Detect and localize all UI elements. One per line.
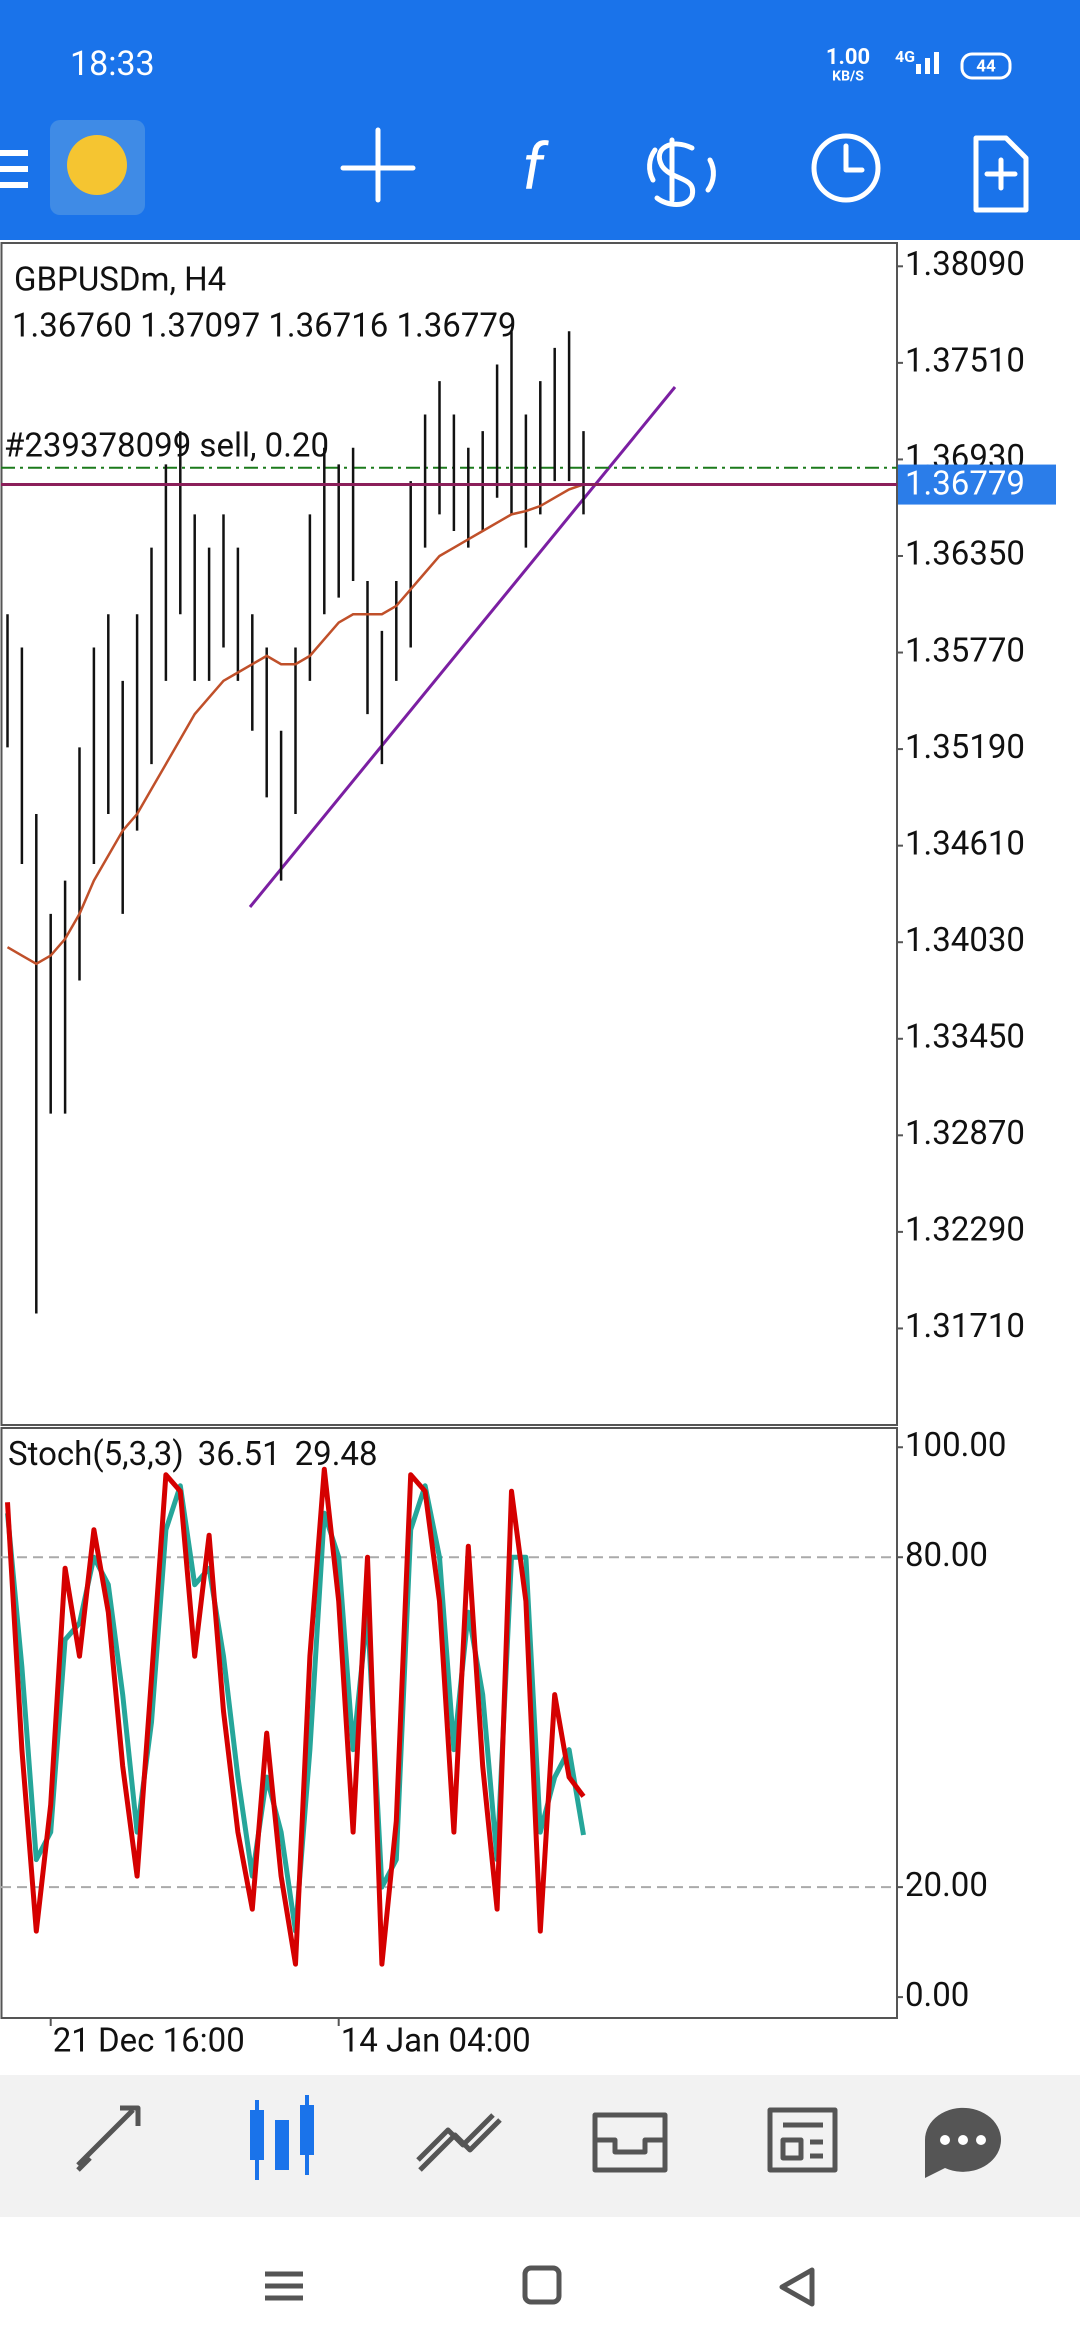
- y-tick-label: 1.32870: [905, 1114, 1025, 1153]
- y-tick-label: 80.00: [905, 1536, 988, 1575]
- y-tick-label: 1.34610: [905, 824, 1025, 863]
- net-speed-unit: KB/S: [832, 69, 864, 85]
- clock: 18:33: [70, 44, 155, 84]
- bid-box: [898, 464, 1056, 505]
- crosshair-button[interactable]: [340, 127, 416, 203]
- y-tick-label: 1.32290: [905, 1211, 1025, 1250]
- system-nav: [265, 2265, 815, 2307]
- menu-button[interactable]: [0, 150, 28, 188]
- x-tick-label: 14 Jan 04:00: [341, 2022, 531, 2061]
- y-tick-label: 1.37510: [905, 342, 1025, 381]
- stoch-header: Stoch(5,3,3) 36.51 29.48: [8, 1435, 378, 1474]
- battery-level: 44: [976, 56, 996, 76]
- charts-tab[interactable]: [250, 2095, 314, 2180]
- bottom-nav: [0, 2075, 1080, 2217]
- y-tick-label: 1.35190: [905, 728, 1025, 767]
- trade-button[interactable]: [647, 137, 716, 207]
- network-type: 4G: [895, 47, 915, 66]
- chart-title: GBPUSDm, H4: [14, 261, 226, 300]
- new-chart-button[interactable]: [973, 135, 1029, 213]
- order-label: #239378099 sell, 0.20: [4, 426, 329, 465]
- timeframe-button[interactable]: [811, 133, 881, 203]
- y-tick-label: 1.34030: [905, 921, 1025, 960]
- y-tick-label: 1.38090: [905, 245, 1025, 284]
- y-tick-label: 20.00: [905, 1866, 988, 1905]
- y-tick-label: 1.31710: [905, 1307, 1025, 1346]
- price-panel: [0, 242, 898, 1426]
- stoch-title: Stoch(5,3,3): [8, 1435, 184, 1474]
- ohlc-values: 1.36760 1.37097 1.36716 1.36779: [12, 307, 516, 346]
- y-tick-label: 100.00: [905, 1426, 1006, 1465]
- quotes-tab[interactable]: [76, 2105, 141, 2172]
- stoch-line: [5, 1466, 586, 1967]
- y-tick-label: 1.35770: [905, 631, 1025, 670]
- trend-line: [248, 386, 677, 908]
- trade-tab[interactable]: [416, 2113, 502, 2172]
- app-bar: [0, 0, 1080, 240]
- stoch-main-value: 36.51: [198, 1435, 281, 1474]
- bid-label: 1.36779: [905, 464, 1025, 503]
- signal-icon: [916, 52, 939, 74]
- net-speed: 1.00: [826, 45, 870, 70]
- battery-icon: [960, 52, 1012, 80]
- y-tick-label: 0.00: [905, 1976, 969, 2015]
- news-tab[interactable]: [767, 2107, 838, 2173]
- y-tick-label: 1.33450: [905, 1017, 1025, 1056]
- y-tick-label: 1.36350: [905, 535, 1025, 574]
- stoch-signal-value: 29.48: [295, 1435, 378, 1474]
- moving-average: [6, 483, 584, 966]
- x-tick-label: 21 Dec 16:00: [53, 2022, 245, 2061]
- app-logo-mark: [67, 135, 127, 195]
- history-tab[interactable]: [592, 2112, 668, 2173]
- messages-tab[interactable]: [924, 2107, 1001, 2178]
